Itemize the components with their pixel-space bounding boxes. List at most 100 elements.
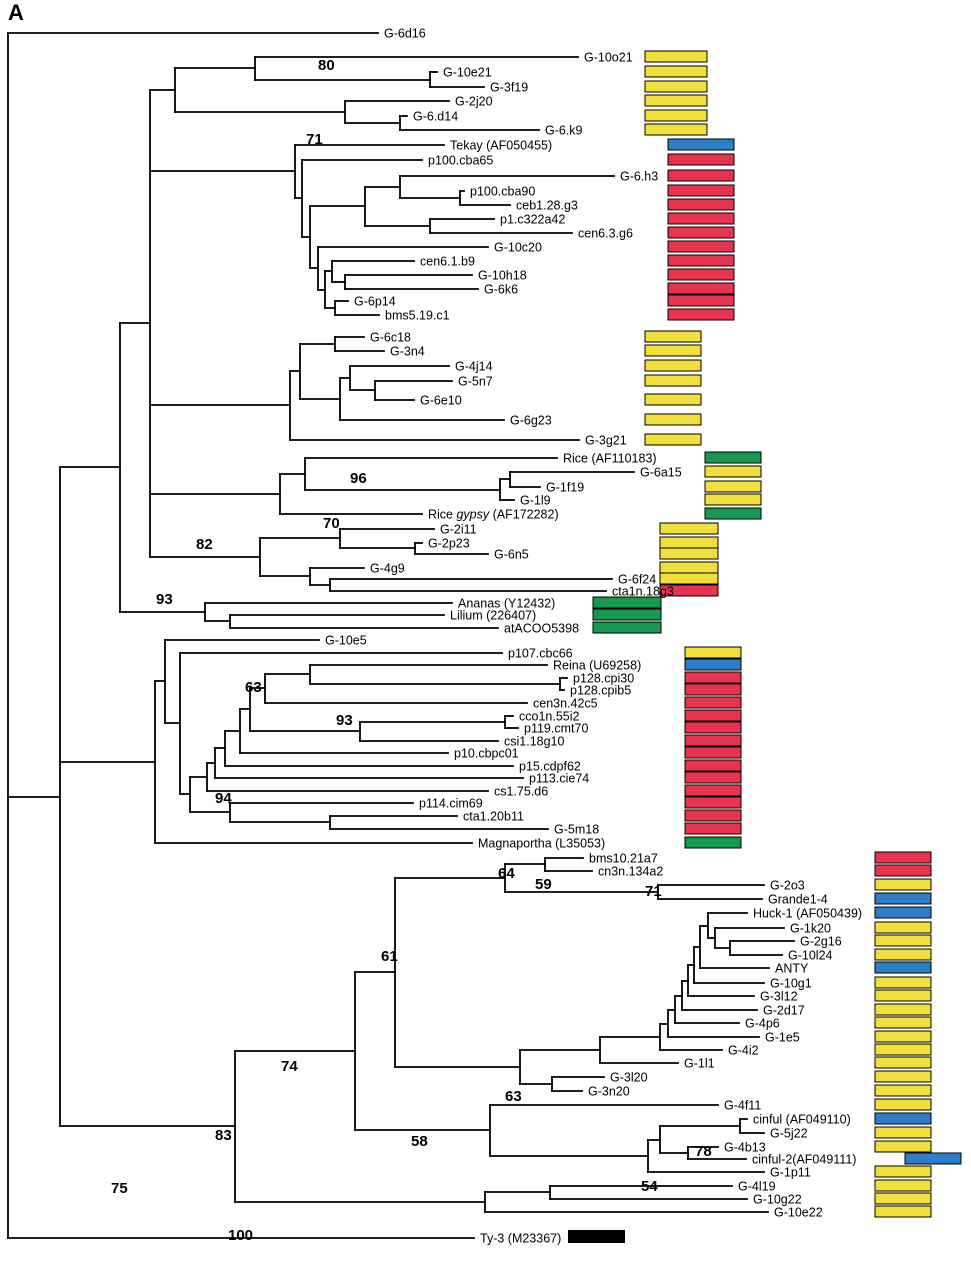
taxon-label: G-2o3 [770, 879, 805, 893]
classification-box-yellow [874, 1056, 932, 1069]
classification-box-yellow [644, 123, 708, 136]
taxon-label: G-6.k9 [545, 124, 583, 138]
classification-box-yellow [874, 1084, 932, 1097]
classification-box-green [704, 507, 762, 520]
classification-box-blue [874, 892, 932, 905]
taxon-label: p15.cdpf62 [519, 760, 581, 774]
taxon-label: G-6k6 [484, 283, 518, 297]
scale-bar [568, 1230, 625, 1243]
classification-box-green [592, 621, 662, 634]
classification-box-red [667, 282, 735, 295]
classification-box-yellow [874, 1030, 932, 1043]
taxon-label: Ananas (Y12432) [458, 597, 555, 611]
taxon-label: Ty-3 (M23367) [480, 1232, 561, 1246]
panel-label: A [8, 0, 24, 25]
classification-box-yellow [874, 1126, 932, 1139]
bootstrap-value: 94 [215, 790, 232, 807]
taxon-label: G-6a15 [640, 466, 682, 480]
taxon-label: G-4p6 [745, 1017, 780, 1031]
bootstrap-value: 71 [645, 883, 662, 900]
taxon-label: G-6c18 [370, 331, 411, 345]
taxon-label: G-1l1 [684, 1057, 715, 1071]
bootstrap-value: 75 [111, 1180, 128, 1197]
classification-box-red [667, 153, 735, 166]
taxon-label: p100.cba65 [428, 154, 493, 168]
taxon-label: G-6g23 [510, 414, 552, 428]
classification-box-yellow [684, 646, 742, 659]
taxon-label: G-4b13 [724, 1141, 766, 1155]
classification-box-yellow [704, 493, 762, 506]
taxon-label: p107.cbc66 [508, 647, 573, 661]
taxon-label: cen3n.42c5 [533, 697, 598, 711]
classification-box-red [667, 268, 735, 281]
taxon-label: G-3l20 [610, 1071, 648, 1085]
classification-box-red [667, 226, 735, 239]
classification-box-red [684, 784, 742, 797]
classification-box-red [659, 584, 719, 597]
taxon-label: Rice gypsy (AF172282) [428, 508, 559, 522]
classification-box-green [704, 451, 762, 464]
classification-box-yellow [644, 80, 708, 93]
taxon-label: ANTY [775, 962, 809, 976]
classification-box-yellow [874, 1070, 932, 1083]
classification-box-red [684, 822, 742, 835]
bootstrap-value: 71 [306, 131, 323, 148]
taxon-label: G-10g22 [753, 1193, 802, 1207]
classification-box-blue [684, 658, 742, 671]
classification-box-yellow [874, 989, 932, 1002]
classification-box-yellow [874, 1098, 932, 1111]
classification-box-yellow [659, 547, 719, 560]
bootstrap-value: 78 [695, 1143, 712, 1160]
taxon-label: Lilium (226407) [450, 609, 536, 623]
taxon-label: G-3n20 [588, 1085, 630, 1099]
classification-box-red [684, 671, 742, 684]
classification-box-red [684, 771, 742, 784]
taxon-label: cinful-2(AF049111) [752, 1153, 856, 1167]
classification-box-yellow [644, 330, 702, 343]
taxon-label: G-1k20 [790, 922, 831, 936]
classification-box-blue [667, 138, 735, 151]
taxon-label: G-2j20 [455, 95, 493, 109]
taxon-label: cta1n.18g3 [612, 585, 674, 599]
classification-box-red [684, 721, 742, 734]
bootstrap-value: 93 [336, 712, 353, 729]
classification-box-yellow [874, 948, 932, 961]
classification-box-red [667, 308, 735, 321]
taxon-label: p128.cpi30 [573, 672, 634, 686]
taxon-label: p100.cba90 [470, 185, 535, 199]
taxon-label: Rice (AF110183) [563, 452, 657, 466]
bootstrap-value: 100 [228, 1227, 253, 1244]
classification-box-green [592, 608, 662, 621]
taxon-label: p1.c322a42 [500, 213, 565, 227]
taxon-label: G-3n4 [390, 345, 425, 359]
taxon-label: Magnaportha (L35053) [478, 837, 605, 851]
classification-box-yellow [874, 1003, 932, 1016]
taxon-label: G-6.d14 [413, 110, 458, 124]
taxon-label: cn3n.134a2 [598, 865, 663, 879]
taxon-label: cinful (AF049110) [753, 1113, 851, 1127]
taxon-label: G-6f24 [618, 573, 656, 587]
taxon-label: G-4f11 [724, 1099, 761, 1113]
taxon-label: G-4i2 [728, 1044, 759, 1058]
taxon-label: G-6d16 [384, 27, 426, 41]
classification-box-yellow [659, 522, 719, 535]
classification-box-red [684, 746, 742, 759]
classification-box-green [684, 836, 742, 849]
bootstrap-value: 96 [350, 470, 367, 487]
classification-box-yellow [644, 109, 708, 122]
classification-box-yellow [874, 921, 932, 934]
classification-box-yellow [704, 480, 762, 493]
classification-box-green [592, 596, 662, 609]
classification-box-yellow [704, 465, 762, 478]
classification-box-red [684, 734, 742, 747]
classification-box-red [667, 254, 735, 267]
bootstrap-value: 70 [323, 515, 340, 532]
taxon-label: csi1.18g10 [504, 735, 565, 749]
classification-box-red [684, 683, 742, 696]
bootstrap-value: 54 [641, 1178, 658, 1195]
classification-box-yellow [644, 94, 708, 107]
classification-box-yellow [644, 413, 702, 426]
bootstrap-value: 64 [498, 865, 515, 882]
taxon-label: Huck-1 (AF050439) [753, 907, 862, 921]
